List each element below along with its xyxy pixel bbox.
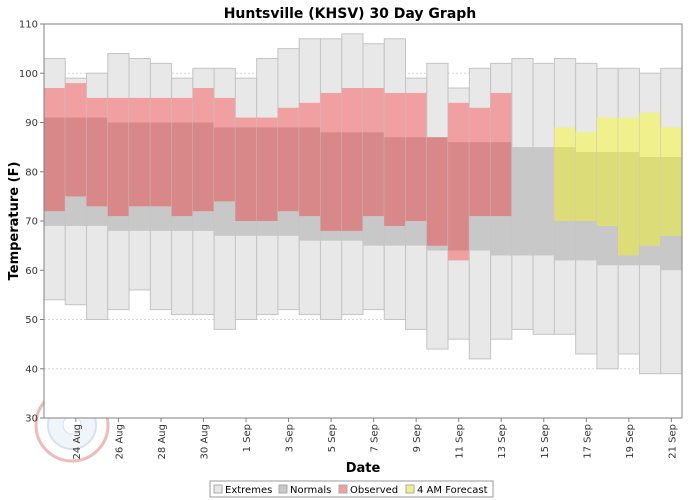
bar-observed-normal-overlap-14 <box>341 132 363 231</box>
bar-observed-normal-overlap-3 <box>107 122 130 217</box>
x-tick-label-2: 28 Aug <box>157 424 168 459</box>
bar-observed-normal-overlap-0 <box>44 117 66 212</box>
y-tick-label-110: 110 <box>19 20 38 31</box>
legend-label-observed: Observed <box>350 485 398 496</box>
chart-title: Huntsville (KHSV) 30 Day Graph <box>224 6 477 22</box>
bar-observed-normal-overlap-19 <box>448 142 470 251</box>
x-tick-label-13: 19 Sep <box>625 424 636 459</box>
bar-forecast-normal-overlap-27 <box>618 152 640 256</box>
x-tick-label-14: 21 Sep <box>667 424 678 459</box>
x-tick-label-8: 9 Sep <box>412 424 423 452</box>
x-tick-label-12: 17 Sep <box>582 424 593 459</box>
x-tick-label-4: 1 Sep <box>242 424 253 452</box>
y-axis-label: Temperature (F) <box>7 162 22 281</box>
bar-observed-normal-overlap-5 <box>150 122 172 207</box>
y-tick-label-60: 60 <box>25 266 38 277</box>
bar-forecast-normal-overlap-29 <box>660 156 682 236</box>
legend-label-normals: Normals <box>290 485 331 496</box>
y-tick-label-50: 50 <box>25 315 38 326</box>
bar-observed-normal-overlap-10 <box>256 127 278 221</box>
y-tick-label-70: 70 <box>25 217 38 228</box>
legend-swatch-extremes <box>213 484 223 494</box>
bar-observed-normal-overlap-4 <box>129 122 151 207</box>
bar-observed-normal-overlap-13 <box>320 132 342 231</box>
bar-observed-normal-overlap-20 <box>469 142 491 217</box>
x-axis-label: Date <box>346 461 381 476</box>
bar-observed-normal-overlap-11 <box>277 127 300 212</box>
bar-observed-normal-overlap-2 <box>86 117 108 207</box>
bar-forecast-normal-overlap-26 <box>596 152 619 226</box>
bar-normals-22 <box>511 147 534 256</box>
bar-observed-normal-overlap-1 <box>65 117 87 197</box>
legend-label-extremes: Extremes <box>225 485 272 496</box>
y-tick-label-100: 100 <box>19 69 38 80</box>
bar-normals-23 <box>533 147 555 256</box>
x-tick-label-1: 26 Aug <box>114 424 125 459</box>
legend-swatch-forecast <box>405 484 415 494</box>
bar-observed-normal-overlap-6 <box>171 122 193 217</box>
bar-observed-normal-overlap-18 <box>426 137 449 246</box>
bar-observed-normal-overlap-9 <box>235 127 257 221</box>
legend-label-forecast: 4 AM Forecast <box>417 485 488 496</box>
bar-forecast-normal-overlap-25 <box>575 152 597 221</box>
x-tick-label-10: 13 Sep <box>497 424 508 459</box>
y-tick-label-80: 80 <box>25 167 38 178</box>
x-tick-label-7: 7 Sep <box>370 424 381 452</box>
y-tick-label-90: 90 <box>25 118 38 129</box>
bar-observed-normal-overlap-17 <box>405 137 427 221</box>
bar-observed-normal-overlap-21 <box>490 142 512 217</box>
bar-observed-normal-overlap-8 <box>214 127 236 202</box>
y-axis-ticks: 30 40 50 60 70 80 90 100 110 <box>19 20 44 425</box>
x-axis-ticks: 24 Aug 26 Aug 28 Aug 30 Aug 1 Sep 3 Sep 5 Sep 7… <box>72 418 678 459</box>
bar-observed-normal-overlap-12 <box>299 127 321 217</box>
x-tick-label-11: 15 Sep <box>540 424 551 459</box>
x-tick-label-0: 24 Aug <box>72 424 83 459</box>
legend-swatch-normals <box>278 484 288 494</box>
x-tick-label-6: 5 Sep <box>327 424 338 452</box>
bar-series <box>43 33 683 375</box>
bar-observed-normal-overlap-7 <box>192 122 215 212</box>
plot-area <box>43 23 683 419</box>
bar-forecast-normal-overlap-28 <box>639 156 661 246</box>
legend-swatch-observed <box>338 484 348 494</box>
x-tick-label-5: 3 Sep <box>285 424 296 452</box>
legend: Extremes Normals Observed 4 AM Forecast <box>209 480 494 498</box>
bar-observed-normal-overlap-16 <box>384 137 406 226</box>
y-tick-label-40: 40 <box>25 364 38 375</box>
x-tick-label-9: 11 Sep <box>455 424 466 459</box>
x-tick-label-3: 30 Aug <box>200 424 211 459</box>
y-tick-label-30: 30 <box>25 414 38 425</box>
bar-observed-normal-overlap-15 <box>363 132 385 217</box>
bar-forecast-normal-overlap-24 <box>554 147 576 221</box>
